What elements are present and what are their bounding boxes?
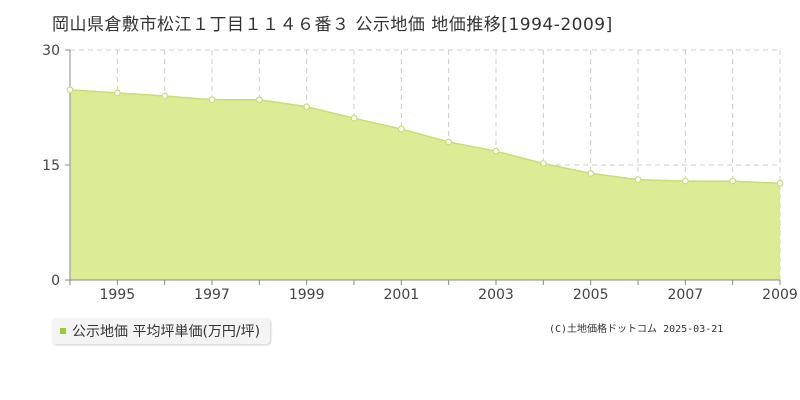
legend-label: 公示地価 平均坪単価(万円/坪) <box>72 324 261 340</box>
data-point <box>208 96 216 104</box>
marker-layer <box>66 86 784 187</box>
x-tick-label: 1995 <box>100 287 136 303</box>
area-layer <box>69 89 781 281</box>
chart-title: 岡山県倉敷市松江１丁目１１４６番３ 公示地価 地価推移[1994-2009] <box>52 15 613 35</box>
data-point <box>161 92 169 100</box>
y-tick-label: 15 <box>42 158 60 174</box>
data-point <box>66 86 74 94</box>
data-point <box>681 177 689 185</box>
data-point <box>350 114 358 122</box>
data-point <box>492 147 500 155</box>
x-tick-label: 1997 <box>194 287 230 303</box>
x-tick-label: 2003 <box>478 287 514 303</box>
axis-layer <box>65 49 781 285</box>
series-line <box>69 89 781 185</box>
y-tick-label: 0 <box>51 273 60 289</box>
y-tick-label: 30 <box>42 43 60 59</box>
x-tick-label: 2005 <box>573 287 609 303</box>
data-point <box>255 96 263 104</box>
data-point <box>776 179 784 187</box>
x-tick-label: 2001 <box>384 287 420 303</box>
data-point <box>113 89 121 97</box>
x-tick-label: 2009 <box>762 287 798 303</box>
data-point <box>445 138 453 146</box>
data-point <box>397 125 405 133</box>
legend-swatch <box>60 328 66 334</box>
data-point <box>587 169 595 177</box>
data-point <box>539 160 547 167</box>
copyright-text: (C)土地価格ドットコム 2025-03-21 <box>549 324 724 335</box>
x-tick-label: 2007 <box>668 287 704 303</box>
x-tick-label: 1999 <box>289 287 325 303</box>
label-layer: 1995 1997 1999 2001 2003 2005 2007 2009 0 15 30 <box>42 43 798 303</box>
data-point <box>634 176 642 184</box>
series-area <box>70 89 780 281</box>
legend: 公示地価 平均坪単価(万円/坪) <box>52 318 271 344</box>
data-point <box>729 177 737 185</box>
data-point <box>303 103 311 111</box>
